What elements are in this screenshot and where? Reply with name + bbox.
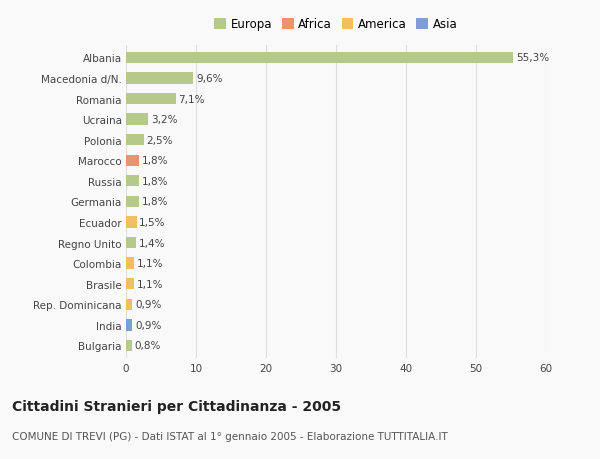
Bar	[126, 340, 131, 351]
Text: 1,5%: 1,5%	[139, 218, 166, 228]
Bar	[126, 94, 176, 105]
Text: Cittadini Stranieri per Cittadinanza - 2005: Cittadini Stranieri per Cittadinanza - 2…	[12, 399, 341, 413]
Text: 3,2%: 3,2%	[151, 115, 178, 125]
Text: 1,8%: 1,8%	[142, 197, 168, 207]
Bar	[126, 217, 137, 228]
Text: 2,5%: 2,5%	[146, 135, 173, 146]
Bar	[126, 176, 139, 187]
Bar	[126, 258, 134, 269]
Bar	[126, 319, 133, 331]
Text: 1,4%: 1,4%	[139, 238, 165, 248]
Bar	[126, 237, 136, 249]
Text: 1,8%: 1,8%	[142, 176, 168, 186]
Bar	[126, 279, 134, 290]
Bar	[126, 114, 148, 125]
Text: COMUNE DI TREVI (PG) - Dati ISTAT al 1° gennaio 2005 - Elaborazione TUTTITALIA.I: COMUNE DI TREVI (PG) - Dati ISTAT al 1° …	[12, 431, 448, 442]
Bar	[126, 299, 133, 310]
Text: 0,9%: 0,9%	[135, 300, 161, 310]
Text: 1,1%: 1,1%	[137, 258, 163, 269]
Text: 1,8%: 1,8%	[142, 156, 168, 166]
Text: 1,1%: 1,1%	[137, 279, 163, 289]
Text: 9,6%: 9,6%	[196, 74, 223, 84]
Text: 55,3%: 55,3%	[516, 53, 549, 63]
Bar	[126, 53, 513, 64]
Text: 7,1%: 7,1%	[179, 94, 205, 104]
Text: 0,9%: 0,9%	[135, 320, 161, 330]
Text: 0,8%: 0,8%	[134, 341, 161, 351]
Bar	[126, 73, 193, 84]
Legend: Europa, Africa, America, Asia: Europa, Africa, America, Asia	[212, 16, 460, 34]
Bar	[126, 155, 139, 167]
Bar	[126, 134, 143, 146]
Bar	[126, 196, 139, 207]
